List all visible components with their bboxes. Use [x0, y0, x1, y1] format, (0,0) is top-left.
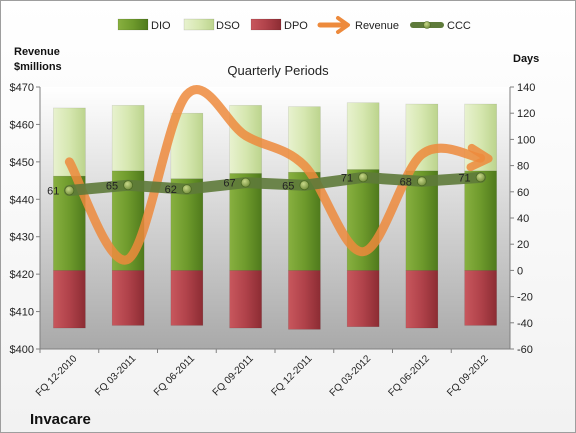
ccc-marker-6 — [416, 176, 427, 187]
ccc-layer: 61 65 62 67 65 71 68 71 — [47, 171, 487, 197]
legend: DIO DSO DPO Revenue CCC — [117, 16, 471, 34]
right-tick-label-8: 100 — [517, 134, 535, 146]
bar-dpo-1 — [111, 270, 145, 326]
bar-dso-1 — [111, 105, 145, 172]
legend-label-ccc: CCC — [447, 20, 471, 32]
right-tick-label-7: 80 — [517, 161, 529, 173]
bar-dpo-7 — [464, 270, 497, 326]
company-name: Invacare — [30, 411, 91, 428]
ccc-label-0: 61 — [47, 185, 59, 197]
ccc-marker-5 — [358, 172, 369, 183]
left-tick-label-5: $450 — [10, 157, 34, 169]
legend-swatch-dpo — [250, 18, 282, 31]
legend-label-dio: DIO — [151, 20, 171, 32]
bar-dio-7 — [464, 170, 497, 271]
left-tick-label-1: $410 — [10, 307, 34, 319]
right-tick-label-10: 140 — [517, 82, 535, 94]
legend-swatch-dso — [183, 18, 215, 31]
ccc-marker-0 — [64, 185, 75, 196]
left-tick-label-0: $400 — [10, 344, 34, 356]
chart-title: Quarterly Periods — [227, 63, 329, 78]
legend-swatch-ccc — [410, 21, 444, 29]
ccc-label-5: 71 — [341, 172, 353, 184]
right-axis-title: Days — [513, 53, 539, 65]
bar-dpo-6 — [405, 270, 439, 329]
left-tick-label-6: $460 — [10, 119, 34, 131]
plot-area — [40, 87, 510, 349]
right-tick-label-5: 40 — [517, 213, 529, 225]
ccc-marker-4 — [299, 180, 310, 191]
bar-dpo-3 — [229, 270, 262, 329]
legend-label-revenue: Revenue — [355, 20, 399, 32]
bar-dpo-0 — [53, 270, 86, 329]
bar-dpo-5 — [346, 270, 380, 327]
left-tick-label-4: $440 — [10, 194, 34, 206]
ccc-label-6: 68 — [400, 176, 412, 188]
legend-label-dso: DSO — [216, 20, 240, 32]
left-tick-label-3: $430 — [10, 232, 34, 244]
ccc-label-1: 65 — [106, 180, 118, 192]
left-tick-label-7: $470 — [10, 82, 34, 94]
right-tick-label-6: 60 — [517, 187, 529, 199]
right-tick-label-1: -40 — [517, 318, 533, 330]
ccc-label-7: 71 — [458, 172, 470, 184]
bar-dio-2 — [170, 178, 204, 271]
revenue-arrowhead — [466, 143, 493, 172]
ccc-label-4: 65 — [282, 180, 294, 192]
ccc-marker-3 — [240, 177, 251, 188]
ccc-label-2: 62 — [165, 184, 177, 196]
right-tick-label-4: 20 — [517, 239, 529, 251]
right-tick-label-9: 120 — [517, 108, 535, 120]
right-tick-label-0: -60 — [517, 344, 533, 356]
ccc-line — [63, 171, 487, 196]
left-axis-title-line1: Revenue — [14, 46, 60, 58]
legend-swatch-dio — [117, 18, 149, 31]
left-axis: $400 $410 $420 $430 $440 $450 $460 $470 — [10, 82, 41, 356]
ccc-label-3: 67 — [223, 178, 235, 190]
bar-dso-5 — [346, 102, 380, 170]
bar-dpo-4 — [288, 270, 321, 330]
legend-swatch-revenue — [317, 16, 350, 34]
ccc-marker-7 — [475, 172, 486, 183]
ccc-marker-2 — [181, 184, 192, 195]
left-axis-title-line2: $millions — [14, 61, 62, 73]
right-axis: -60 -40 -20 0 20 40 60 80 100 120 140 — [509, 82, 535, 356]
left-tick-label-2: $420 — [10, 269, 34, 281]
bar-dpo-2 — [170, 270, 204, 326]
ccc-marker-1 — [123, 180, 134, 191]
bar-dio-3 — [229, 173, 262, 271]
right-tick-label-2: -20 — [517, 292, 533, 304]
legend-label-dpo: DPO — [284, 20, 308, 32]
bar-dio-6 — [405, 170, 439, 271]
right-tick-label-3: 0 — [517, 265, 523, 277]
